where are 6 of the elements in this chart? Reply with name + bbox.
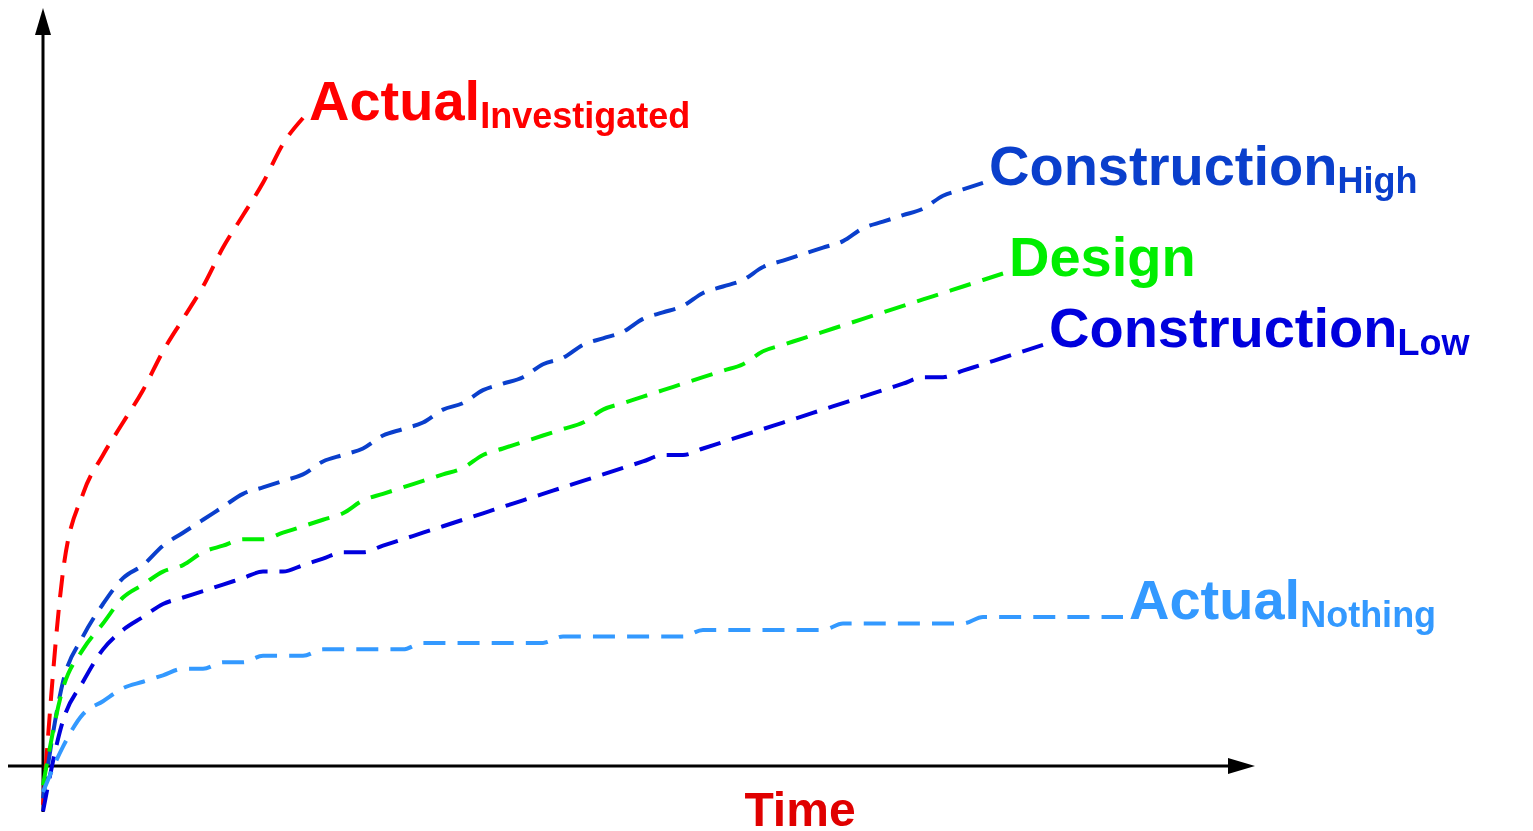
series-label: Construction$_{High}$ [989, 133, 1418, 201]
series-label: Actual$_{Investigated}$ [309, 69, 691, 136]
series-label: Construction$_{Low}$ [1049, 295, 1471, 363]
series-label: Design [1009, 224, 1196, 288]
series-label: Actual$_{Nothing}$ [1129, 567, 1437, 635]
x-axis-title: Time [744, 783, 856, 831]
